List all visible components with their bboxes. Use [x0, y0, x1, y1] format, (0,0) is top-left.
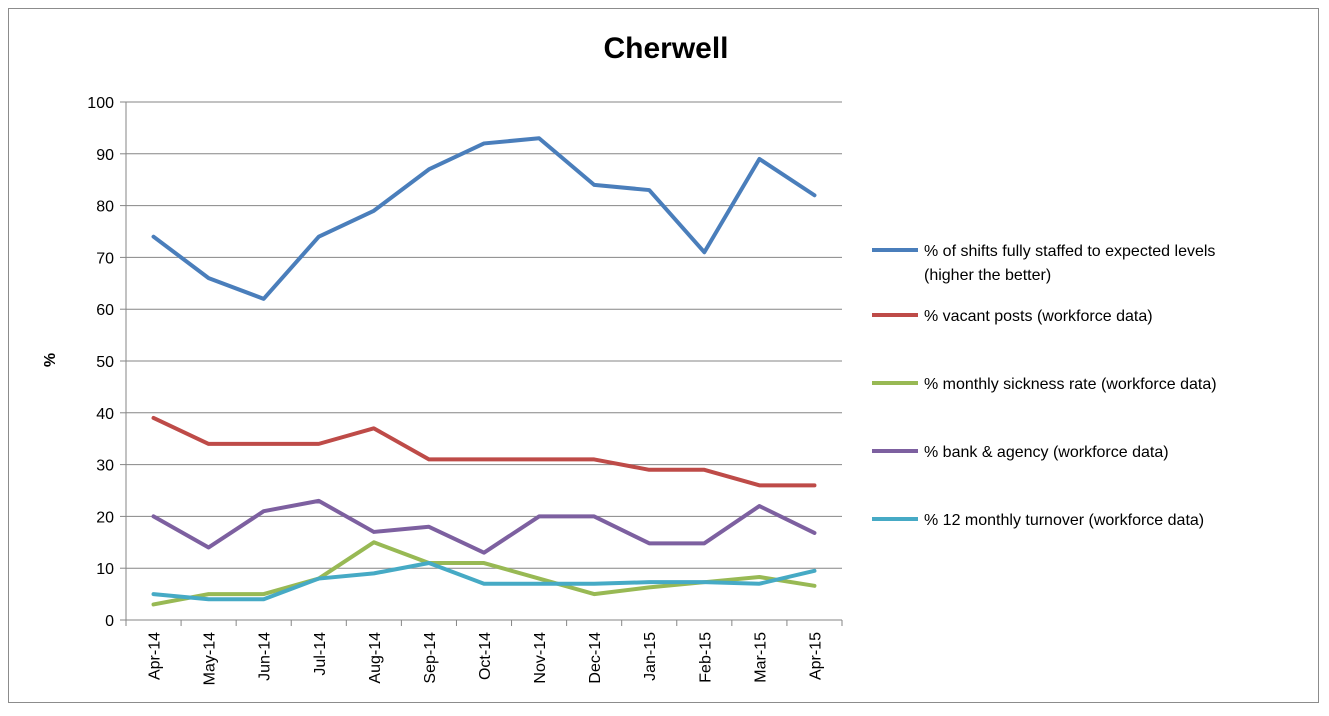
series-line-2 — [151, 415, 817, 488]
y-tick-label: 80 — [96, 199, 114, 216]
y-tick-label: 0 — [105, 613, 114, 630]
x-tick-label: Dec-14 — [587, 632, 604, 684]
series-line-1 — [151, 136, 817, 301]
x-tick-label: Jan-15 — [642, 632, 659, 681]
x-tick-label: Oct-14 — [477, 632, 494, 680]
y-tick-label: 20 — [96, 509, 114, 526]
y-tick-label: 90 — [96, 147, 114, 164]
y-tick-label: 100 — [87, 95, 114, 112]
x-tick-label: Feb-15 — [697, 632, 714, 683]
x-tick-label: Apr-15 — [807, 632, 824, 680]
legend-label-1: (higher the better) — [924, 267, 1051, 284]
series-line-4 — [151, 498, 817, 555]
x-tick-label: Aug-14 — [367, 632, 384, 684]
y-tick-label: 10 — [96, 561, 114, 578]
x-tick-label: Apr-14 — [147, 632, 164, 680]
x-tick-label: Jul-14 — [312, 632, 329, 676]
x-tick-label: Sep-14 — [422, 632, 439, 684]
y-tick-label: 50 — [96, 354, 114, 371]
y-tick-label: 70 — [96, 250, 114, 267]
legend-label-5: % 12 monthly turnover (workforce data) — [924, 512, 1204, 529]
legend-label-2: % vacant posts (workforce data) — [924, 308, 1153, 325]
x-tick-label: Jun-14 — [257, 632, 274, 681]
legend-label-1: % of shifts fully staffed to expected le… — [924, 243, 1215, 260]
x-tick-label: Nov-14 — [532, 632, 549, 684]
x-tick-label: May-14 — [202, 632, 219, 685]
axes: 0 10 20 30 40 50 60 70 80 90 100 Apr-14 May-14 Jun-14… — [87, 95, 843, 685]
chart-title: Cherwell — [603, 32, 728, 65]
legend-label-4: % bank & agency (workforce data) — [924, 444, 1169, 461]
series-lines — [151, 136, 817, 607]
y-tick-label: 30 — [96, 458, 114, 475]
y-tick-label: 60 — [96, 302, 114, 319]
y-tick-label: 40 — [96, 406, 114, 423]
series-line-5 — [151, 561, 817, 602]
y-axis-label: % — [42, 353, 59, 367]
legend-label-3: % monthly sickness rate (workforce data) — [924, 376, 1217, 393]
legend: % of shifts fully staffed to expected le… — [872, 243, 1217, 529]
x-tick-label: Mar-15 — [752, 632, 769, 683]
gridlines — [126, 101, 842, 569]
